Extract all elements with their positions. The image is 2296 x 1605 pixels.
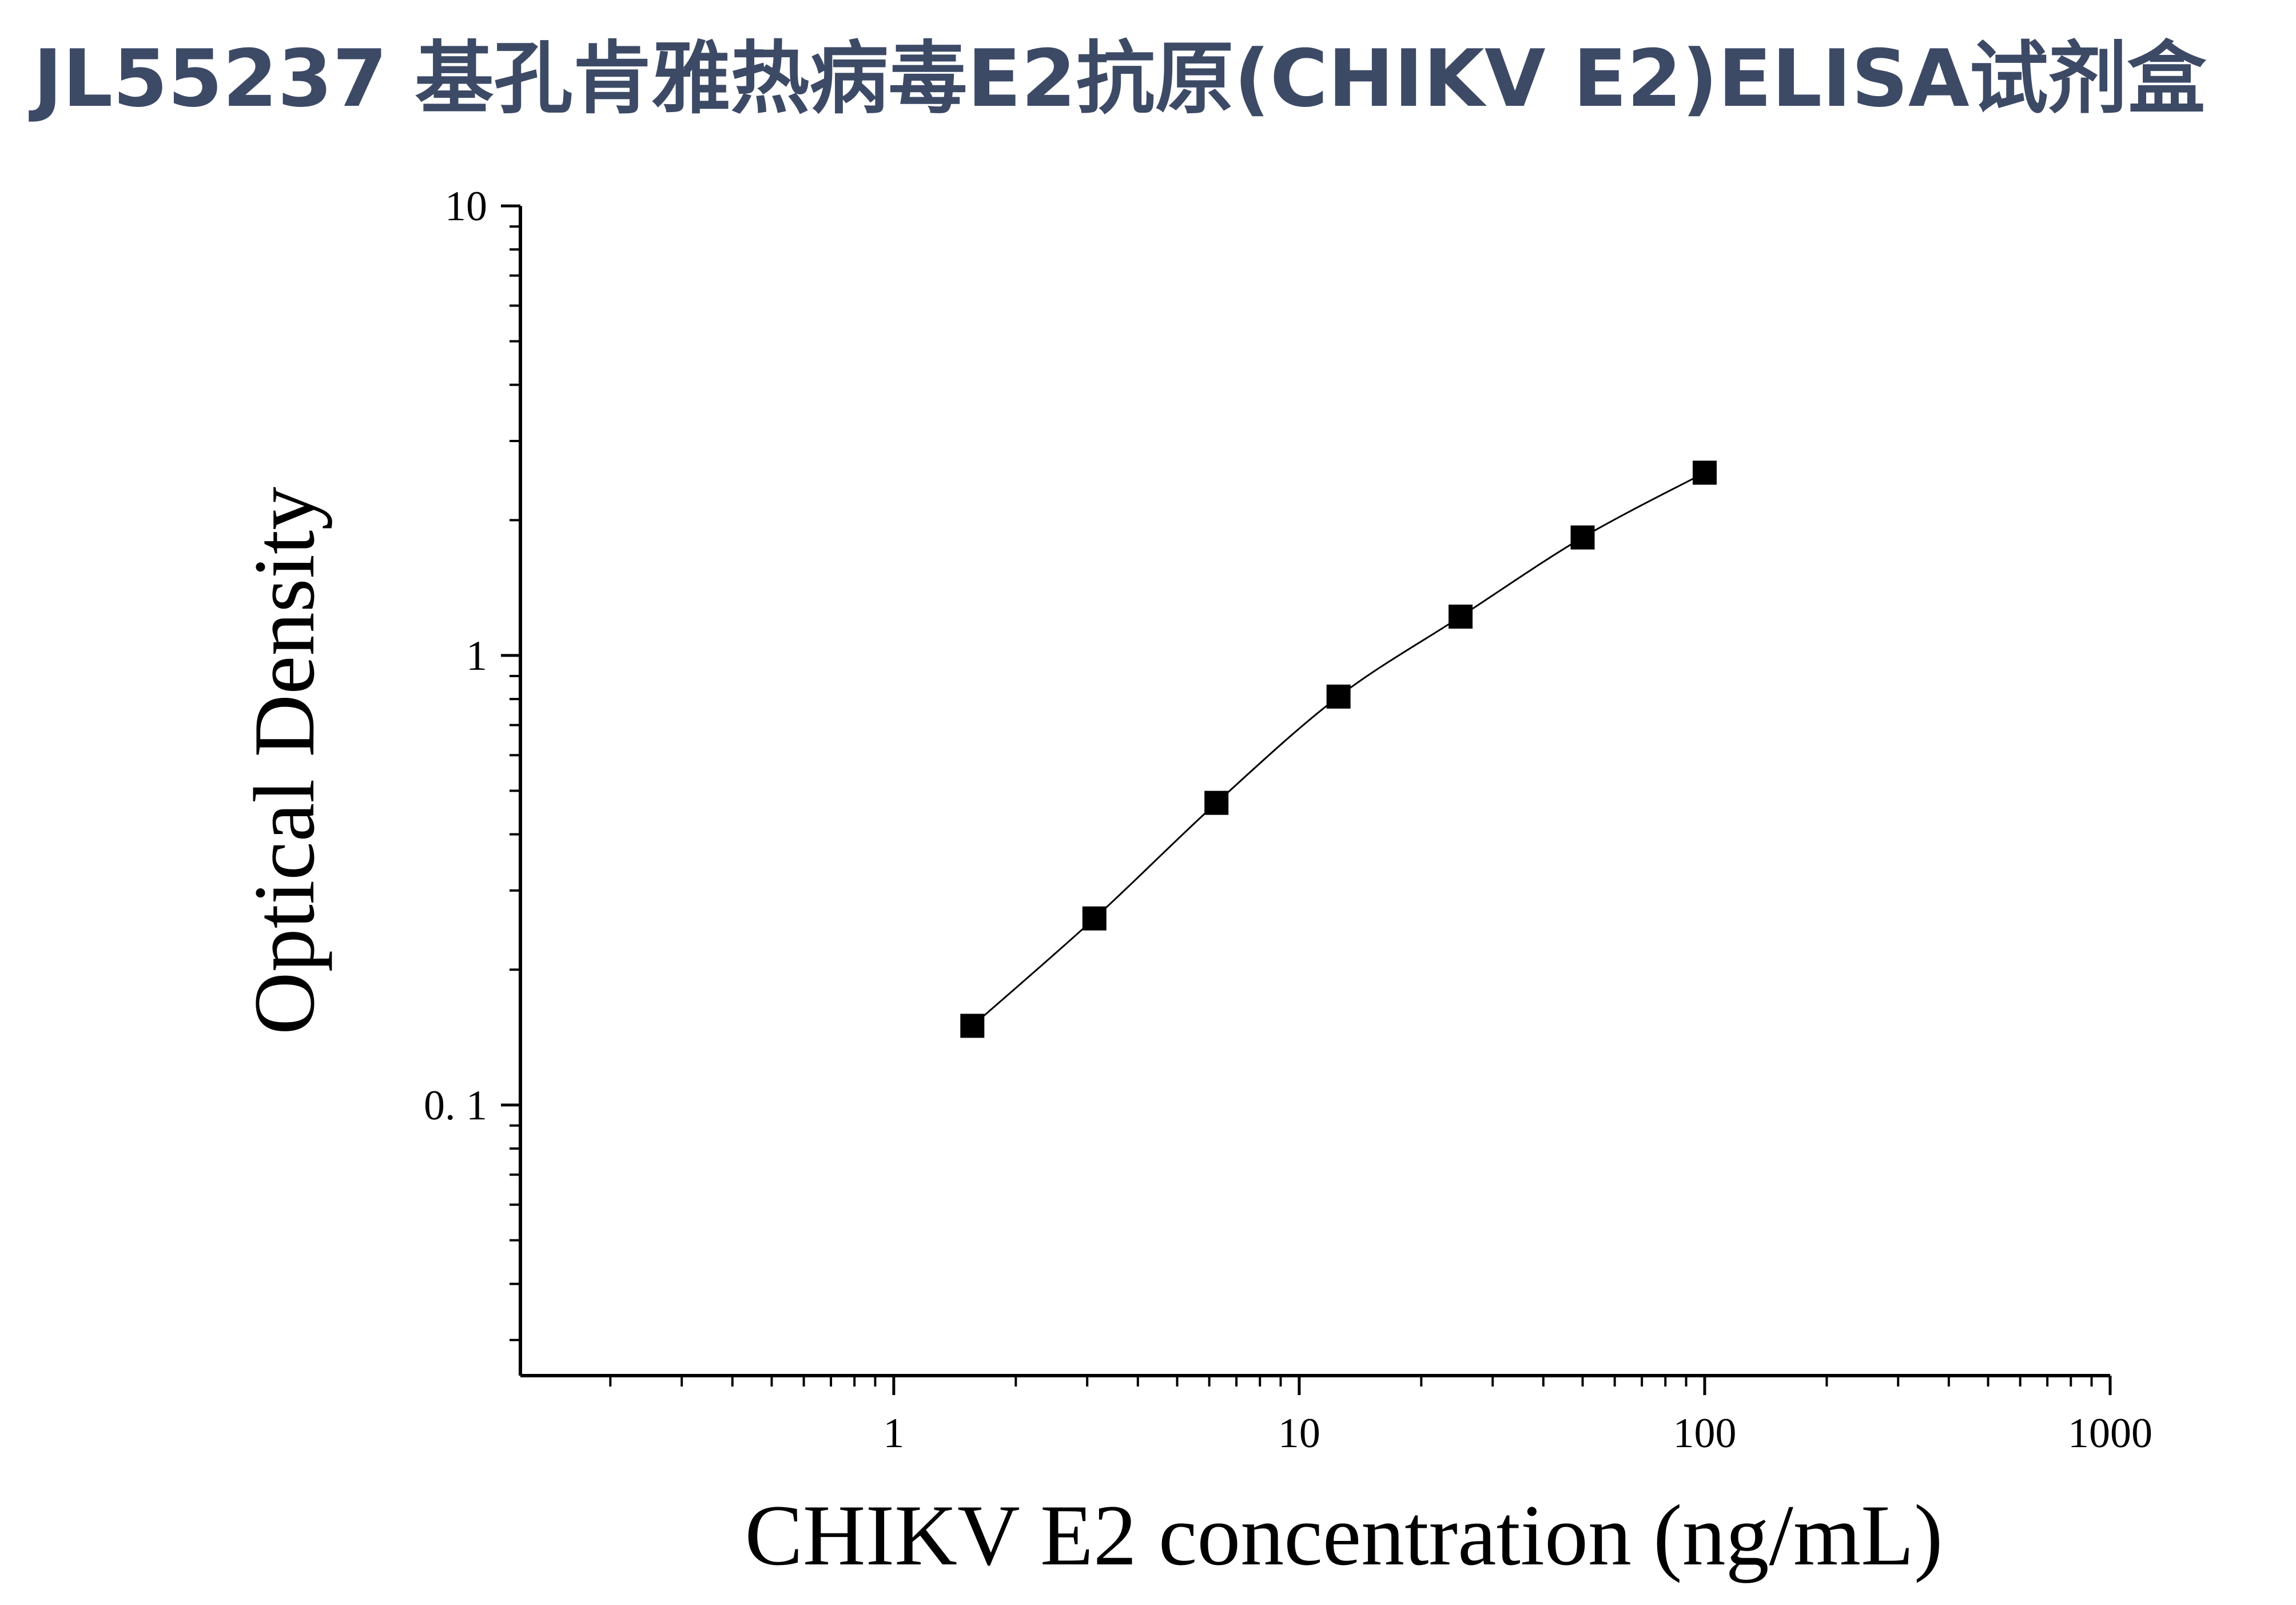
x-axis-label: CHIKV E2 concentration (ng/mL) (745, 1487, 1943, 1583)
data-point (1082, 906, 1107, 931)
x-tick-label: 100 (1673, 1410, 1736, 1457)
data-point (1326, 684, 1351, 709)
y-tick-label: 1 (466, 633, 487, 680)
data-point (1692, 460, 1717, 485)
fit-curve (972, 472, 1705, 1027)
data-point (1449, 605, 1473, 629)
y-tick-label: 0. 1 (424, 1082, 487, 1129)
x-tick-label: 1 (883, 1410, 904, 1457)
x-ticks (609, 1376, 2112, 1395)
y-axis-label: Optical Density (236, 487, 332, 1035)
x-tick-label: 1000 (2068, 1410, 2152, 1457)
y-ticks (501, 204, 520, 1341)
y-tick-labels: 0. 1 1 10 (424, 183, 487, 1129)
data-points (960, 460, 1717, 1038)
data-point (1204, 790, 1229, 815)
plot-area: 0. 1 1 10 1 10 100 1000 (424, 183, 2152, 1457)
data-point (960, 1014, 985, 1038)
data-point (1570, 525, 1595, 550)
page-title: JL55237 基孔肯雅热病毒E2抗原(CHIKV E2)ELISA试剂盒 (29, 33, 2207, 125)
y-tick-label: 10 (445, 183, 487, 230)
x-tick-labels: 1 10 100 1000 (883, 1410, 2152, 1457)
x-tick-label: 10 (1278, 1410, 1320, 1457)
